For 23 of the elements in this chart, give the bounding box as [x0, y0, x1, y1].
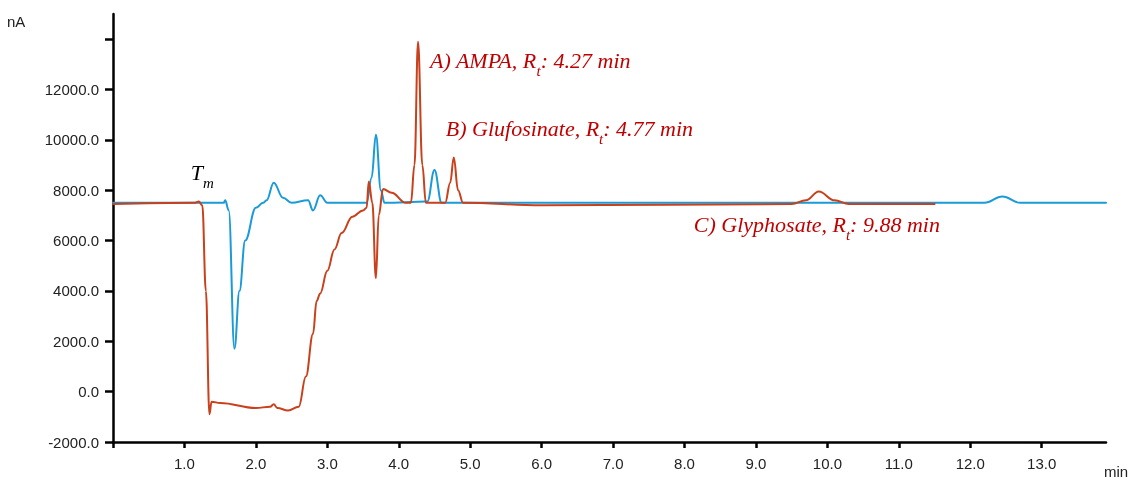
x-tick-label: 1.0	[174, 455, 195, 472]
x-tick-label: 10.0	[812, 455, 842, 472]
y-tick-label: 4000.0	[53, 282, 99, 300]
y-tick-label: 8000.0	[53, 181, 99, 199]
y-tick-label: 2000.0	[53, 332, 99, 350]
y-tick-label: 10000.0	[44, 131, 99, 149]
x-tick-label: 6.0	[531, 455, 553, 472]
y-axis-title: nA	[7, 13, 26, 30]
y-tick-label: -2000.0	[48, 433, 99, 451]
x-tick-label: 13.0	[1027, 455, 1057, 472]
x-tick-label: 11.0	[884, 455, 913, 472]
x-tick-label: 9.0	[745, 455, 767, 472]
x-tick-label: 8.0	[674, 455, 695, 472]
x-tick-label: 7.0	[602, 455, 624, 472]
y-tick-label: 12000.0	[44, 81, 99, 99]
x-tick-label: 12.0	[955, 455, 985, 472]
y-tick-label: 6000.0	[53, 232, 99, 250]
x-tick-label: 5.0	[459, 455, 481, 472]
x-axis-title: min	[1104, 463, 1129, 480]
x-tick-label: 3.0	[316, 455, 338, 472]
y-tick-label: 0.0	[78, 383, 99, 401]
x-tick-label: 4.0	[388, 455, 410, 472]
x-tick-label: 2.0	[245, 455, 267, 472]
